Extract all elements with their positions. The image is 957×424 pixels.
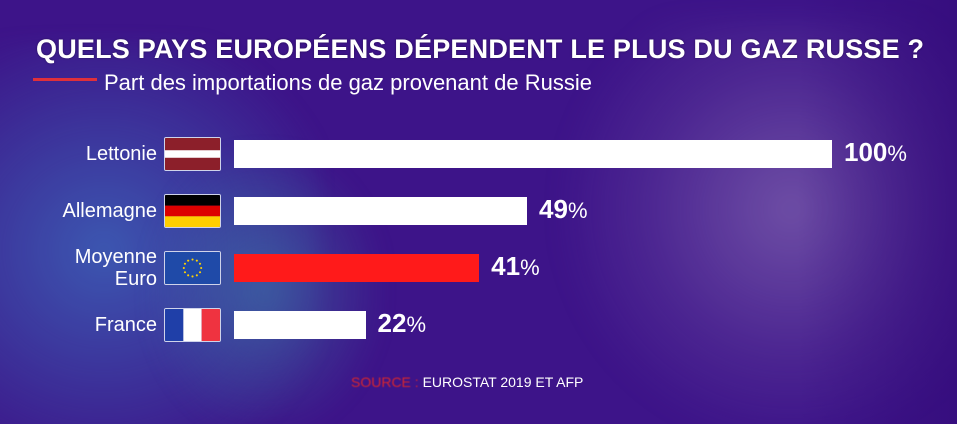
background-glow: [150, 150, 380, 424]
eu-flag-icon: [164, 251, 221, 285]
category-label: Allemagne: [62, 200, 157, 222]
subtitle-accent-line: [33, 78, 97, 81]
bar-moyenne-euro: [234, 254, 480, 282]
background-shade: [797, 0, 957, 424]
bar-france: [234, 311, 366, 339]
value-label: 100%: [844, 137, 907, 167]
value-label: 22%: [377, 308, 427, 338]
category-label: Lettonie: [85, 143, 157, 165]
bar-allemagne: [234, 197, 528, 225]
chart-subtitle: Part des importations de gaz provenant d…: [104, 70, 592, 95]
latvia-flag-icon: [164, 137, 221, 171]
bar-lettonie: [234, 140, 832, 168]
value-label: 49%: [539, 194, 588, 224]
france-flag-icon: [164, 308, 221, 342]
source-text: EUROSTAT 2019 ET AFP: [422, 374, 584, 390]
chart-title: QUELS PAYS EUROPÉENS DÉPENDENT LE PLUS D…: [36, 34, 925, 64]
value-label: 41%: [491, 251, 540, 281]
source-label: SOURCE :: [351, 374, 419, 390]
category-label: Moyenne Euro: [74, 246, 157, 290]
germany-flag-icon: [164, 194, 221, 228]
category-label: France: [94, 314, 157, 336]
source-note: SOURCE : EUROSTAT 2019 ET AFP: [351, 374, 583, 390]
